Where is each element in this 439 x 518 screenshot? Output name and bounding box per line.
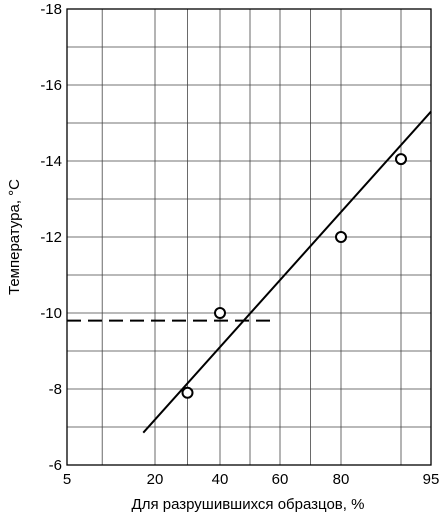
y-tick-label: -6 [49, 457, 62, 474]
y-tick-label: -18 [40, 1, 62, 18]
x-tick-labels: 5 20 40 60 80 95 [63, 471, 439, 488]
y-tick-label: -12 [40, 229, 62, 246]
y-axis-title: Температура, °C [6, 179, 23, 295]
x-tick-label: 95 [423, 471, 439, 488]
data-point [335, 231, 347, 243]
y-tick-label: -16 [40, 77, 62, 94]
data-point [214, 307, 226, 319]
data-points [181, 153, 407, 399]
fit-line [142, 110, 432, 434]
data-point [181, 386, 194, 399]
x-tick-label: 80 [333, 471, 350, 488]
grid-lines [66, 8, 432, 466]
y-tick-label: -14 [40, 153, 62, 170]
plot-frame [66, 8, 432, 466]
x-tick-label: 5 [63, 471, 71, 488]
x-tick-label: 20 [147, 471, 164, 488]
x-tick-label: 60 [272, 471, 289, 488]
data-point [395, 153, 407, 166]
x-axis-title: Для разрушившихся образцов, % [132, 496, 365, 513]
x-tick-label: 40 [212, 471, 229, 488]
y-tick-labels: -6 -8 -10 -12 -14 -16 -18 [40, 1, 62, 474]
y-tick-label: -8 [49, 381, 62, 398]
y-tick-label: -10 [40, 305, 62, 322]
